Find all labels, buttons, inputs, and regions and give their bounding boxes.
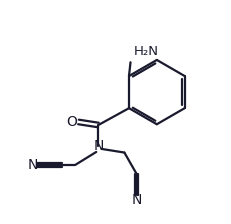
Text: N: N — [131, 193, 142, 207]
Text: H₂N: H₂N — [134, 45, 159, 58]
Text: N: N — [93, 140, 103, 153]
Text: N: N — [27, 158, 38, 172]
Text: O: O — [66, 115, 77, 129]
